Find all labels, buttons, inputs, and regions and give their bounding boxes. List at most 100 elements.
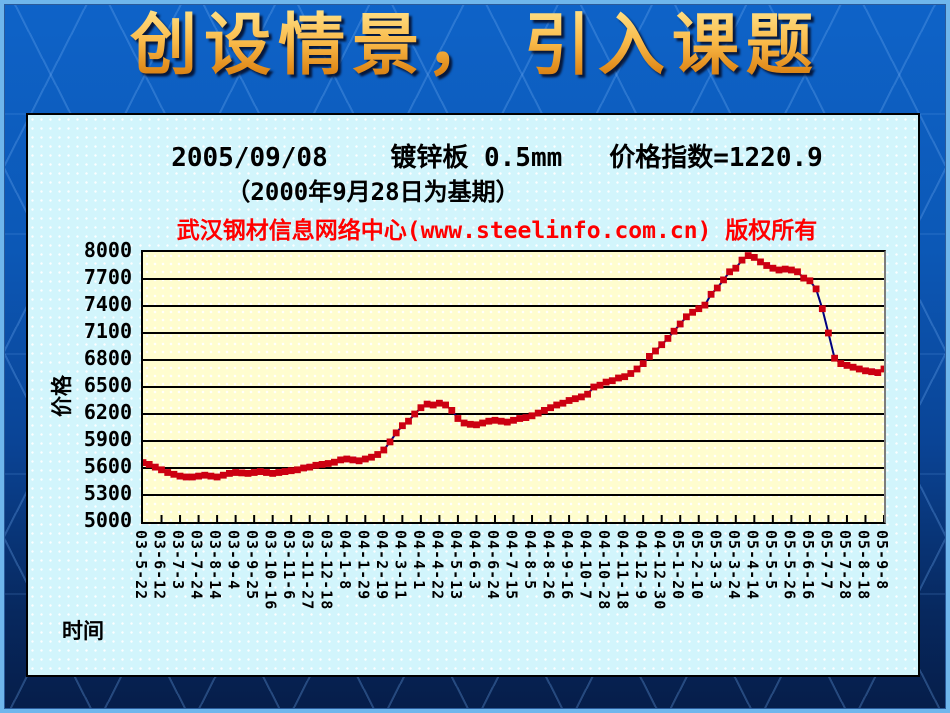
x-tick-label: 05-7-28 <box>835 530 854 601</box>
x-tick-label: 04-12-30 <box>650 530 669 611</box>
data-point <box>541 407 548 414</box>
data-point <box>781 265 789 273</box>
data-point <box>460 419 468 427</box>
data-point <box>695 305 703 313</box>
data-point <box>485 417 493 425</box>
data-point <box>812 285 820 293</box>
plot-area <box>141 250 886 524</box>
data-point <box>713 284 721 292</box>
data-point <box>615 374 622 382</box>
slide-title: 创设情景， 引入课题 <box>0 8 950 85</box>
data-point <box>744 252 752 259</box>
data-point <box>275 469 283 476</box>
data-point <box>232 469 239 476</box>
data-point <box>732 264 740 272</box>
data-point <box>547 404 554 412</box>
x-tick-label: 03-11-6 <box>280 530 299 601</box>
data-point <box>386 438 394 446</box>
data-point <box>862 367 869 375</box>
data-point <box>800 274 808 282</box>
data-point <box>503 418 511 426</box>
data-point <box>720 276 727 284</box>
x-tick-label: 05-1-20 <box>669 530 688 601</box>
data-point <box>608 377 616 385</box>
plot-svg <box>143 252 884 522</box>
data-point <box>602 378 610 386</box>
data-point <box>633 365 641 373</box>
x-tick-label: 05-3-24 <box>724 530 743 601</box>
x-tick-label: 04-8-26 <box>539 530 558 601</box>
data-point <box>479 419 486 427</box>
data-point <box>448 407 456 414</box>
data-point <box>454 415 462 422</box>
data-point <box>269 470 277 477</box>
x-tick-label: 05-9-8 <box>873 530 891 591</box>
x-tick-label: 04-3-11 <box>391 530 410 601</box>
y-tick-label: 5600 <box>83 454 132 478</box>
data-point <box>380 446 388 454</box>
data-point <box>757 258 764 266</box>
data-point <box>145 461 153 468</box>
data-point <box>769 264 777 272</box>
y-tick-label: 5900 <box>83 427 132 451</box>
x-tick-label: 04-8-5 <box>521 530 540 591</box>
data-point <box>294 466 301 474</box>
x-tick-label: 03-9-4 <box>224 530 243 591</box>
x-tick-label: 04-10-7 <box>576 530 595 601</box>
data-point <box>639 360 647 367</box>
data-point <box>361 455 369 463</box>
data-point <box>158 466 165 474</box>
x-tick-label: 03-6-12 <box>150 530 169 601</box>
data-point <box>349 456 357 464</box>
data-point <box>392 429 400 437</box>
data-point <box>368 453 375 461</box>
data-point <box>750 254 758 261</box>
x-tick-label: 04-4-1 <box>409 530 428 591</box>
data-point <box>590 383 598 391</box>
data-point <box>874 369 882 376</box>
x-tick-label: 03-9-25 <box>243 530 262 601</box>
data-point <box>670 327 678 335</box>
data-point <box>831 354 838 362</box>
data-point <box>300 464 307 472</box>
chart-copyright: 武汉钢材信息网络中心(www.steelinfo.com.cn) 版权所有 <box>176 218 818 244</box>
data-point <box>522 414 530 421</box>
data-point <box>621 373 629 381</box>
data-point <box>256 468 264 475</box>
data-point <box>306 463 314 471</box>
x-tick-label: 04-12-9 <box>632 530 651 601</box>
data-point <box>213 473 221 481</box>
x-tick-label: 04-10-28 <box>595 530 614 611</box>
data-point <box>281 468 289 475</box>
data-point <box>565 397 573 404</box>
data-point <box>312 461 320 469</box>
data-point <box>170 470 178 478</box>
data-point <box>244 470 252 477</box>
data-point <box>331 458 338 466</box>
data-point <box>399 422 406 430</box>
data-point <box>652 347 659 355</box>
data-point <box>436 399 443 407</box>
x-tick-label: 03-8-14 <box>206 530 225 601</box>
data-point <box>189 473 196 481</box>
x-tick-label: 04-7-15 <box>502 530 521 601</box>
data-point <box>664 335 672 342</box>
data-point <box>707 290 715 298</box>
y-tick-label: 7400 <box>83 292 132 316</box>
data-point <box>497 417 505 425</box>
data-point <box>374 451 382 458</box>
data-point <box>207 472 215 480</box>
data-point <box>578 393 585 401</box>
data-point <box>491 416 499 424</box>
data-point <box>788 266 795 274</box>
y-tick-label: 5000 <box>83 508 132 532</box>
data-point <box>405 417 412 425</box>
x-tick-label: 03-10-16 <box>261 530 280 611</box>
x-tick-label: 03-12-18 <box>317 530 336 611</box>
x-tick-label: 05-4-14 <box>743 530 762 601</box>
data-point <box>263 469 270 476</box>
x-tick-label: 05-5-5 <box>761 530 780 591</box>
x-tick-label: 04-6-24 <box>483 530 502 601</box>
x-tick-label: 04-4-22 <box>428 530 447 601</box>
data-point <box>510 416 517 424</box>
